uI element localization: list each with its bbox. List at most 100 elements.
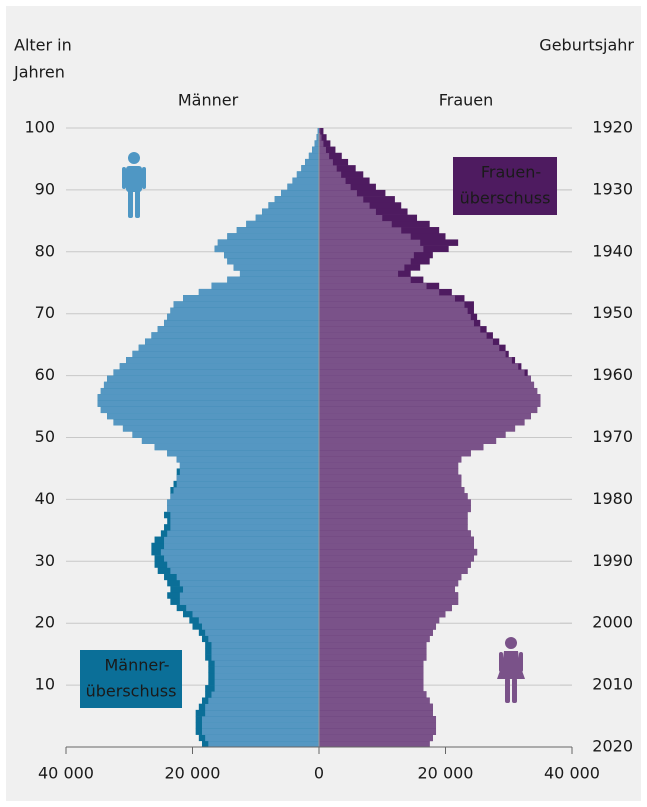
- male-bar: [208, 697, 319, 704]
- male-bar: [274, 196, 319, 203]
- male-bar: [97, 400, 319, 407]
- male-bar: [145, 338, 319, 345]
- male-bar: [167, 313, 319, 321]
- female-bar: [319, 598, 459, 605]
- female-bar: [319, 307, 468, 314]
- male-bar: [211, 654, 319, 661]
- male-bar: [179, 592, 319, 599]
- female-bar: [319, 586, 455, 593]
- female-bar: [319, 406, 538, 414]
- female-bar: [319, 338, 493, 345]
- y-tick-label: 70: [35, 303, 55, 322]
- y2-tick-label: 1930: [592, 179, 633, 198]
- male-bar: [208, 740, 319, 748]
- male-bar: [100, 387, 319, 395]
- female-bar: [319, 542, 474, 550]
- female-bar: [319, 233, 411, 240]
- male-bar: [268, 202, 319, 209]
- female-bar: [319, 641, 427, 649]
- female-bar: [319, 536, 474, 544]
- male-bar: [205, 734, 319, 742]
- male-bar: [214, 660, 319, 667]
- female-bar: [319, 276, 411, 284]
- x-tick-label: 40 000: [38, 764, 94, 783]
- male-bar: [107, 412, 319, 420]
- male-bar: [281, 189, 319, 197]
- annotation-text: Frauen-: [481, 163, 541, 182]
- female-bar: [319, 208, 376, 215]
- male-bar: [154, 443, 319, 451]
- female-bar: [319, 165, 337, 172]
- female-bar: [319, 468, 459, 475]
- female-bar: [319, 592, 459, 599]
- male-bar: [170, 567, 319, 574]
- female-bar: [319, 678, 424, 686]
- male-bar: [167, 449, 319, 457]
- male-bar: [122, 425, 319, 432]
- male-bar: [239, 270, 319, 277]
- male-bar: [214, 685, 319, 692]
- female-bar: [319, 456, 462, 463]
- female-bar: [319, 697, 430, 704]
- male-bar: [164, 542, 319, 550]
- male-bar: [119, 363, 319, 370]
- female-bar: [319, 709, 433, 717]
- male-bar: [201, 623, 319, 630]
- y2-tick-label: 1960: [592, 365, 633, 384]
- female-bar: [319, 214, 383, 222]
- male-bar: [160, 548, 319, 556]
- y2-tick-label: 2000: [592, 613, 633, 632]
- annotation-text: Männer-: [104, 656, 169, 675]
- female-bar: [319, 716, 437, 723]
- x-tick-label: 20 000: [165, 764, 221, 783]
- y-axis-title: Jahren: [13, 63, 65, 82]
- male-bar: [305, 158, 319, 166]
- male-bar: [292, 177, 319, 185]
- male-bar: [211, 647, 319, 655]
- male-bar: [205, 703, 319, 711]
- y2-axis-title: Geburtsjahr: [539, 36, 634, 55]
- female-bar: [319, 251, 414, 259]
- y-tick-label: 10: [35, 675, 55, 694]
- male-bar: [287, 183, 319, 191]
- female-bar: [319, 171, 342, 178]
- male-bar: [103, 381, 319, 389]
- male-bar: [236, 227, 319, 234]
- male-bar: [179, 579, 319, 587]
- female-bar: [319, 220, 392, 228]
- female-bar: [319, 418, 525, 426]
- female-bar: [319, 425, 516, 432]
- female-bar: [319, 530, 471, 537]
- female-surplus-bar: [319, 165, 356, 172]
- male-bar: [157, 326, 319, 333]
- male-bar: [312, 146, 319, 154]
- female-bar: [319, 728, 437, 735]
- y-tick-label: 40: [35, 489, 55, 508]
- y2-tick-label: 1940: [592, 241, 633, 260]
- y-axis-title: Alter in: [14, 36, 72, 55]
- male-bar: [167, 530, 319, 537]
- female-bar: [319, 146, 326, 154]
- male-bar: [317, 128, 319, 135]
- female-bar: [319, 635, 430, 643]
- male-bar: [176, 456, 319, 463]
- male-bar: [167, 499, 319, 506]
- male-bar: [170, 524, 319, 531]
- male-bar: [201, 722, 319, 729]
- female-bar: [319, 660, 424, 667]
- male-bar: [164, 536, 319, 544]
- female-bar: [319, 363, 519, 370]
- male-bar: [176, 474, 319, 482]
- y2-tick-label: 2020: [592, 737, 633, 756]
- x-tick-label: 20 000: [418, 764, 474, 783]
- female-bar: [319, 480, 462, 488]
- female-bar: [319, 579, 459, 587]
- female-bar: [319, 301, 465, 308]
- female-bar: [319, 505, 471, 513]
- female-bar: [319, 493, 468, 500]
- female-bar: [319, 152, 330, 160]
- y2-tick-label: 1920: [592, 118, 633, 137]
- male-bar: [214, 672, 319, 680]
- female-bar: [319, 647, 427, 655]
